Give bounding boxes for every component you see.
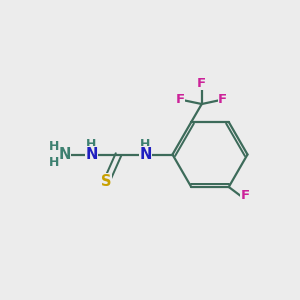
Text: H: H	[86, 138, 97, 152]
Text: H: H	[140, 138, 151, 152]
Text: H: H	[49, 140, 59, 153]
Text: F: F	[197, 76, 206, 89]
Text: S: S	[101, 174, 112, 189]
Text: N: N	[139, 147, 152, 162]
Text: F: F	[176, 93, 185, 106]
Text: N: N	[85, 147, 98, 162]
Text: H: H	[49, 156, 59, 170]
Text: F: F	[241, 190, 250, 202]
Text: N: N	[58, 147, 71, 162]
Text: F: F	[218, 93, 227, 106]
